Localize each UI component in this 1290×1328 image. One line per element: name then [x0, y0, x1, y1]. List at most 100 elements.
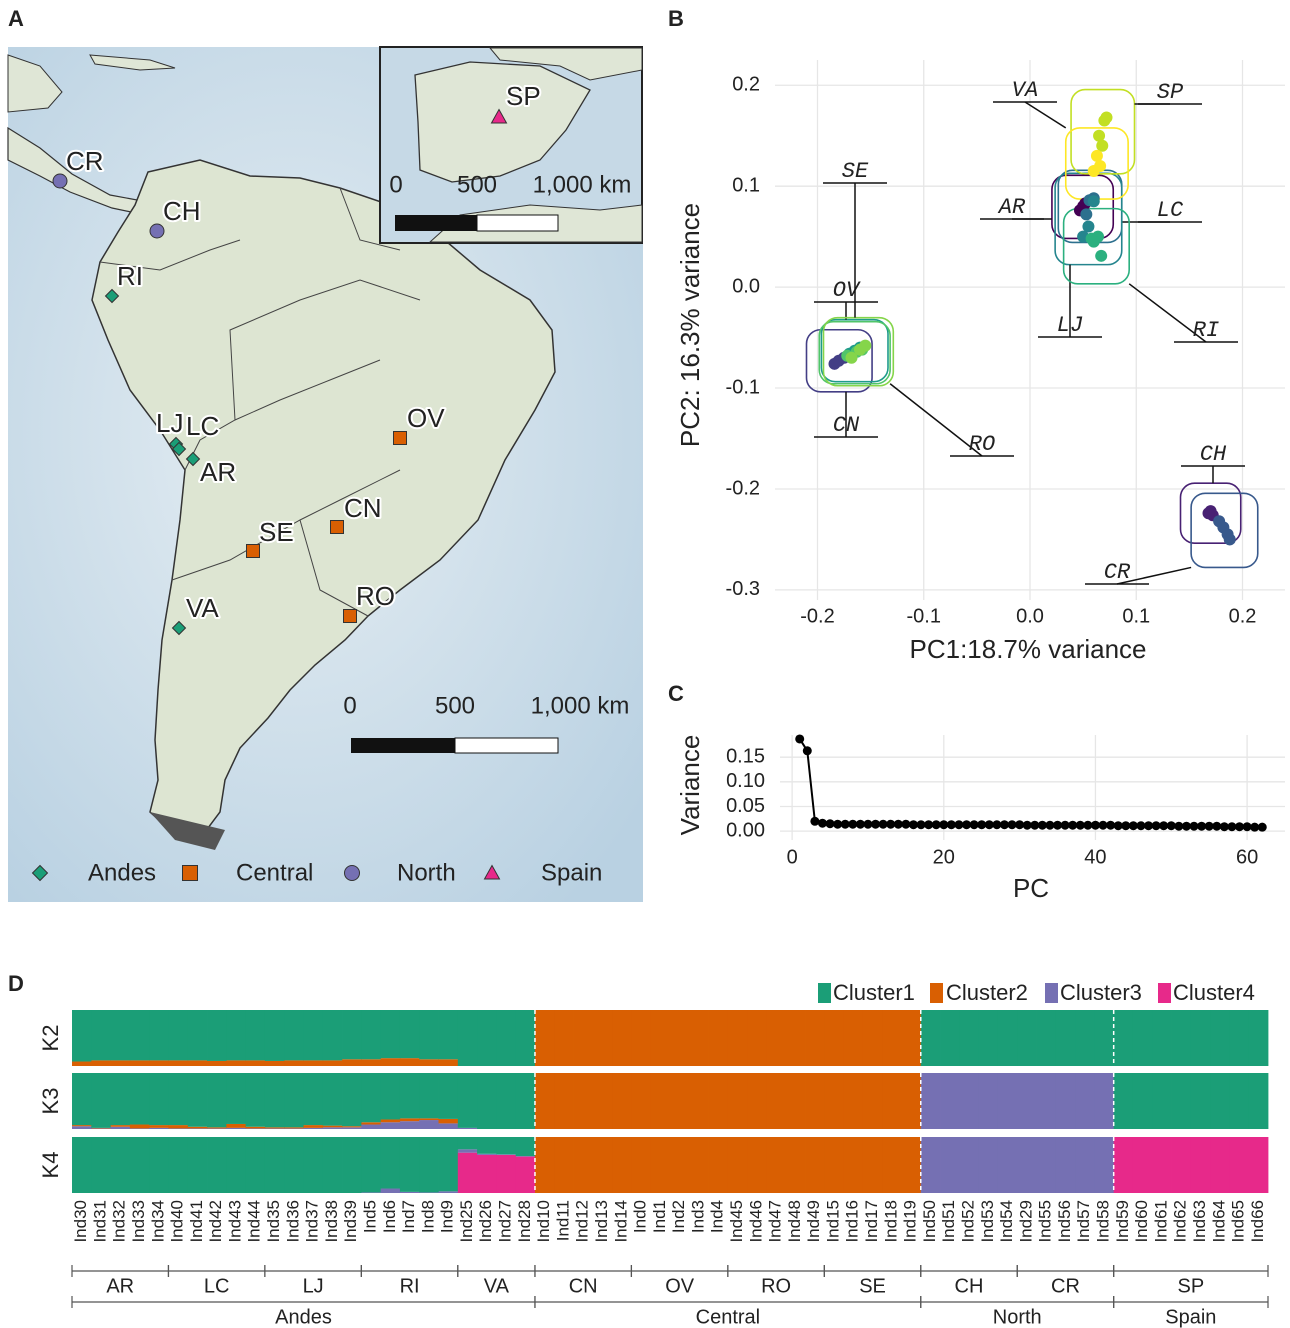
group-label: SP	[1177, 1275, 1204, 1297]
site-label: LC	[186, 411, 219, 441]
ancestry-bar	[844, 1073, 864, 1129]
panel-letter: B	[668, 6, 684, 31]
ancestry-bar	[921, 1010, 941, 1066]
individual-label: Ind1	[650, 1200, 669, 1233]
ancestry-bar	[805, 1073, 825, 1129]
ancestry-bar	[709, 1073, 729, 1129]
ancestry-bar	[1056, 1137, 1076, 1193]
individual-label: Ind3	[688, 1200, 707, 1233]
ancestry-bar	[1056, 1073, 1076, 1129]
group-label: CN	[569, 1275, 598, 1297]
y-tick-label: 0.15	[726, 745, 765, 767]
ancestry-bar	[226, 1010, 246, 1060]
ancestry-bar	[1152, 1137, 1172, 1193]
ancestry-bar	[728, 1010, 748, 1066]
ancestry-bar	[342, 1127, 362, 1129]
point	[1224, 533, 1236, 545]
point	[1095, 250, 1107, 262]
ancestry-bar	[516, 1156, 536, 1157]
individual-label: Ind4	[708, 1200, 727, 1233]
ancestry-bar	[477, 1010, 497, 1066]
ancestry-bar	[168, 1137, 188, 1193]
ancestry-bar	[1229, 1137, 1249, 1193]
ancestry-bar	[998, 1010, 1018, 1066]
ancestry-bar	[111, 1127, 131, 1129]
ancestry-bar	[130, 1010, 150, 1060]
ancestry-bar	[535, 1073, 555, 1129]
scale-label: 500	[457, 171, 497, 198]
ancestry-bar	[72, 1073, 92, 1125]
figure: ACRCHRILJLCAROVCNSEROVASP05001,000 km050…	[0, 0, 1290, 1328]
ancestry-bar	[303, 1010, 323, 1060]
ancestry-bar	[226, 1124, 246, 1128]
ancestry-bar	[1017, 1137, 1037, 1193]
ancestry-bar	[496, 1010, 516, 1066]
ancestry-bar	[496, 1073, 516, 1129]
individual-label: Ind25	[457, 1200, 476, 1243]
ancestry-bar	[111, 1125, 131, 1127]
ancestry-bar	[91, 1137, 111, 1193]
legend-swatch	[1158, 983, 1171, 1003]
group-label: AR	[106, 1275, 134, 1297]
ancestry-bar	[901, 1010, 921, 1066]
individual-label: Ind8	[418, 1200, 437, 1233]
ancestry-bar	[342, 1059, 362, 1066]
ancestry-bar	[631, 1137, 651, 1193]
individual-label: Ind62	[1171, 1200, 1190, 1243]
row-label: K2	[38, 1025, 63, 1052]
point	[795, 734, 804, 743]
x-tick-label: 0.0	[1016, 605, 1044, 627]
individual-label: Ind41	[187, 1200, 206, 1243]
ancestry-bar	[1037, 1010, 1057, 1066]
ancestry-bar	[303, 1125, 323, 1128]
individual-label: Ind66	[1248, 1200, 1267, 1243]
x-tick-label: -0.2	[800, 605, 834, 627]
individual-label: Ind47	[766, 1200, 785, 1243]
ancestry-bar	[1172, 1073, 1192, 1129]
ancestry-bar	[149, 1060, 169, 1066]
group-label: RI	[1193, 318, 1219, 343]
ancestry-bar	[381, 1058, 401, 1066]
ancestry-bar	[342, 1137, 362, 1193]
ancestry-bar	[805, 1137, 825, 1193]
ancestry-bar	[651, 1010, 671, 1066]
individual-label: Ind64	[1209, 1200, 1228, 1243]
ancestry-bar	[303, 1137, 323, 1193]
x-tick-label: 40	[1084, 846, 1106, 868]
individual-label: Ind43	[225, 1200, 244, 1243]
individual-label: Ind58	[1094, 1200, 1113, 1243]
ancestry-bar	[747, 1073, 767, 1129]
ancestry-bar	[1249, 1073, 1269, 1129]
ancestry-bar	[226, 1128, 246, 1129]
ancestry-bar	[1094, 1010, 1114, 1066]
group-label: LC	[1157, 198, 1184, 223]
ancestry-bar	[786, 1073, 806, 1129]
ancestry-bar	[631, 1073, 651, 1129]
ancestry-bar	[303, 1073, 323, 1125]
point	[1101, 112, 1113, 124]
scale-label: 500	[435, 692, 475, 719]
individual-label: Ind9	[438, 1200, 457, 1233]
ancestry-bar	[477, 1154, 497, 1155]
scale-bar	[477, 215, 558, 231]
ancestry-bar	[728, 1073, 748, 1129]
individual-label: Ind56	[1055, 1200, 1074, 1243]
legend-label: North	[397, 859, 456, 886]
ancestry-bar	[91, 1128, 111, 1129]
individual-label: Ind7	[399, 1200, 418, 1233]
ancestry-bar	[265, 1127, 285, 1128]
group-label: LJ	[303, 1275, 324, 1297]
ancestry-bar	[1114, 1073, 1134, 1129]
panel-letter: A	[8, 6, 24, 31]
ancestry-bar	[709, 1137, 729, 1193]
ancestry-bar	[381, 1122, 401, 1129]
individual-label: Ind10	[534, 1200, 553, 1243]
ancestry-bar	[246, 1060, 266, 1066]
ancestry-bar	[670, 1010, 690, 1066]
ancestry-bar	[130, 1125, 150, 1129]
scale-bar	[455, 738, 558, 753]
group-label: CR	[1051, 1275, 1080, 1297]
individual-label: Ind16	[843, 1200, 862, 1243]
ancestry-bar	[516, 1157, 536, 1193]
point	[1088, 195, 1100, 207]
